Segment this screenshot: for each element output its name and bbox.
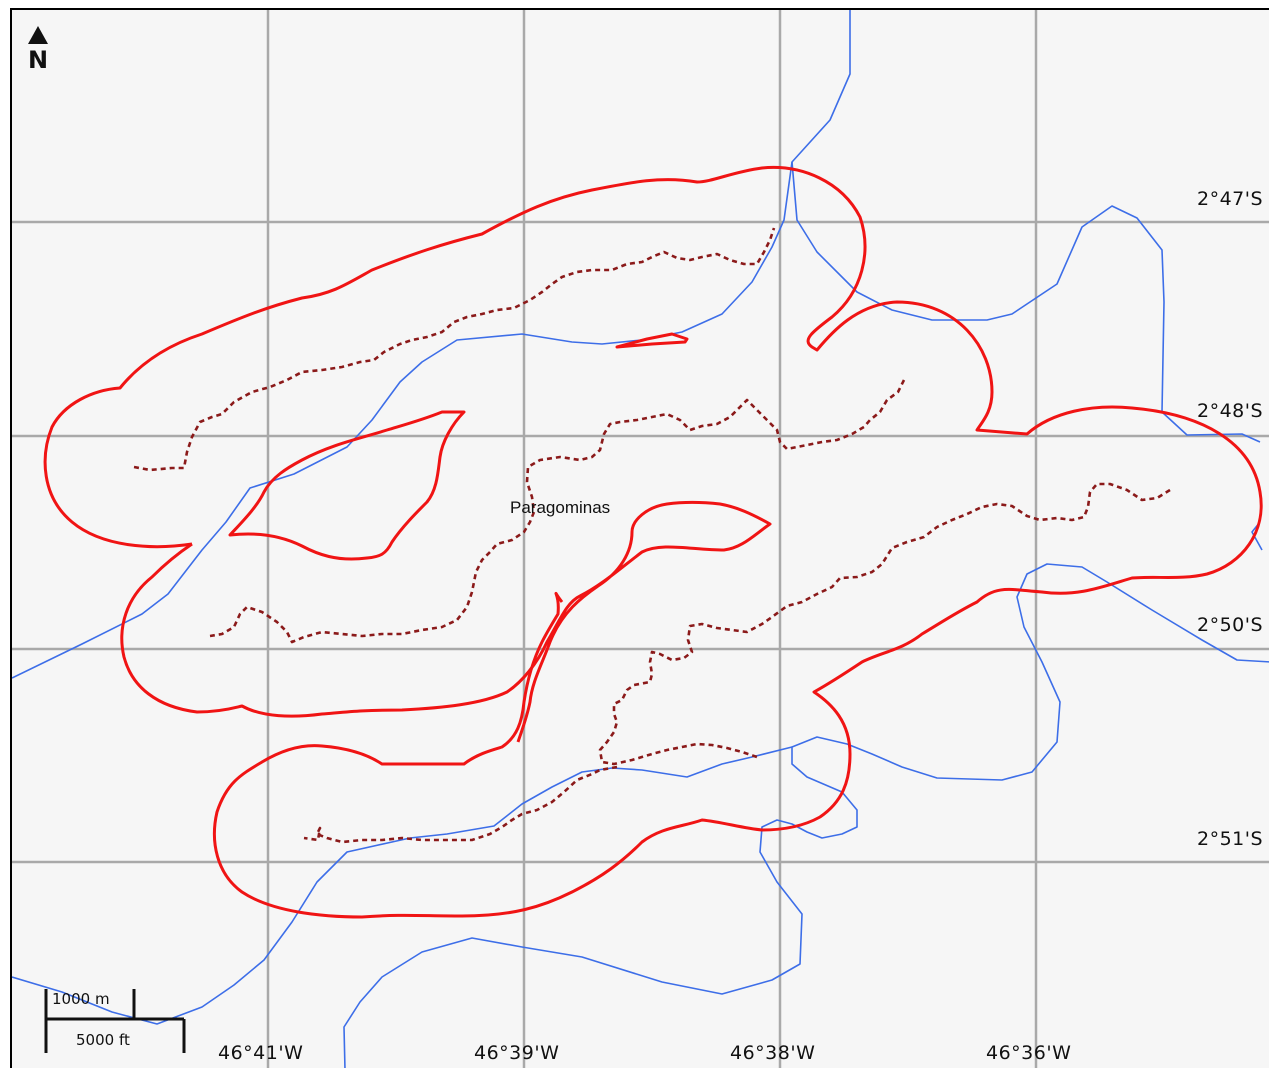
map-canvas	[12, 10, 1269, 1068]
scale-bar: 1000 m 5000 ft	[42, 985, 192, 1060]
north-label: N	[27, 46, 49, 74]
longitude-label: 46°38'W	[730, 1042, 816, 1064]
inner-boundary	[228, 410, 466, 561]
place-label-paragominas[interactable]: Paragominas	[510, 498, 611, 517]
river-line	[791, 161, 1261, 443]
north-arrow-icon	[28, 26, 48, 44]
boundary-outlines	[43, 165, 1263, 919]
latitude-label: 2°48'S	[1197, 400, 1264, 422]
latitude-label: 2°50'S	[1197, 614, 1264, 636]
river-line	[12, 746, 793, 1025]
latitude-label: 2°47'S	[1197, 188, 1264, 210]
river-line	[343, 563, 1269, 1068]
longitude-label: 46°41'W	[218, 1042, 304, 1064]
scale-imperial-label: 5000 ft	[76, 1031, 130, 1049]
map-view[interactable]: N Paragominas 2°47'S 2°48'S 2°50'S 2°51'…	[10, 8, 1269, 1068]
main-boundary	[120, 501, 772, 743]
scale-metric-label: 1000 m	[52, 990, 110, 1008]
dashed-track	[209, 379, 906, 644]
dashed-track	[598, 482, 1171, 766]
latitude-label: 2°51'S	[1197, 828, 1264, 850]
river-line	[12, 10, 851, 679]
longitude-label: 46°36'W	[986, 1042, 1072, 1064]
longitude-label: 46°39'W	[474, 1042, 560, 1064]
dashed-track	[133, 227, 776, 472]
dashed-tracks	[133, 227, 1171, 844]
graticule	[12, 10, 1269, 1068]
scale-bar-graphic	[44, 989, 186, 1053]
inner-boundary	[615, 332, 689, 349]
dashed-track	[303, 765, 618, 844]
river-network	[12, 10, 1269, 1068]
main-boundary	[43, 165, 1263, 919]
